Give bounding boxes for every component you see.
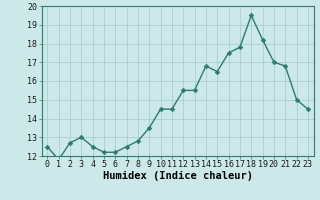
X-axis label: Humidex (Indice chaleur): Humidex (Indice chaleur)	[103, 171, 252, 181]
